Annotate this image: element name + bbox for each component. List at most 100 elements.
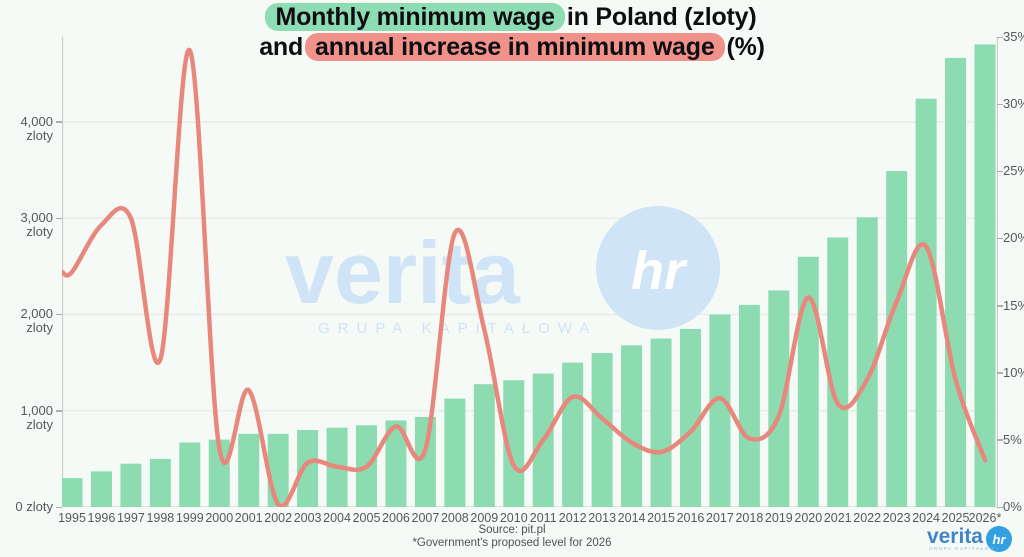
x-axis-label-2006: 2006 [382,511,410,525]
x-axis-label-2005: 2005 [352,511,381,525]
x-axis-label-2002: 2002 [264,511,293,525]
increase-line [62,48,988,507]
bar-2001 [238,433,260,507]
brand-logo-subtitle: GRUPA KAPITAŁOWA [928,546,1000,551]
x-axis-label-2017: 2017 [706,511,734,525]
x-axis-label-1998: 1998 [146,511,175,525]
x-axis-label-2009: 2009 [470,511,499,525]
bar-2024 [915,98,937,507]
watermark-hr-label: hr [631,241,688,301]
x-axis-label-1999: 1999 [175,511,204,525]
bar-2018 [738,304,760,507]
bar-2023 [886,171,908,507]
x-axis-label-2004: 2004 [323,511,351,525]
watermark-hr-icon [596,206,720,330]
right-axis-label-10: 10% [1003,364,1024,380]
bar-2003 [297,429,319,507]
bar-2006 [385,420,407,507]
left-axis-tick [56,506,62,508]
x-axis-label-2012: 2012 [558,511,587,525]
bar-2010 [503,380,525,507]
x-axis-label-2015: 2015 [647,511,675,525]
bar-2013 [591,352,613,507]
bar-2009 [473,384,495,507]
right-axis-label-20: 20% [1003,230,1024,246]
page-title: Monthly minimum wage in Poland (zloty) an… [0,2,1024,62]
bar-2002 [267,433,289,507]
x-axis-label-2018: 2018 [735,511,764,525]
bar-1997 [120,463,142,507]
right-axis-tick [997,36,1003,38]
left-axis-label-1000: 1,000 zloty [20,402,53,432]
x-axis-label-2021: 2021 [823,511,852,525]
x-axis-label-1996: 1996 [87,511,116,525]
right-axis-tick [997,439,1003,441]
bar-2025 [945,57,967,507]
left-axis-label-2000: 2,000 zloty [20,306,53,336]
left-axis-tick [56,410,62,412]
x-axis-label-2014: 2014 [617,511,646,525]
bar-2016 [679,328,701,507]
x-axis-label-2019: 2019 [764,511,793,525]
title-line-2: and annual increase in minimum wage (%) [0,32,1024,62]
right-axis-label-5: 5% [1003,431,1022,447]
bar-2015 [650,338,672,507]
watermark-brand-text: verita [285,223,521,322]
x-axis-label-2020: 2020 [794,511,823,525]
brand-logo: verita GRUPA KAPITAŁOWA hr [927,526,1012,552]
bar-2007 [414,416,436,507]
right-axis-label-0: 0% [1003,499,1022,514]
bar-1998 [149,458,171,507]
source-note: Source: pit.pl *Government's proposed le… [0,524,1024,550]
bar-2014 [621,345,643,507]
bar-2020 [797,256,819,507]
left-axis-label-4000: 4,000 zloty [20,113,53,143]
left-axis-tick [56,313,62,316]
x-axis-label-2023: 2023 [882,511,911,525]
title-highlight-increase: annual increase in minimum wage [305,33,725,61]
x-axis-label-2025: 2025 [941,511,970,525]
title-highlight-wage: Monthly minimum wage [265,3,565,31]
bar-2022 [856,217,878,507]
left-axis-label-3000: 3,000 zloty [20,210,53,240]
title-rest-1: in Poland (zloty) [566,3,757,31]
brand-logo-hr-icon: hr [986,526,1012,552]
bar-2008 [444,398,466,507]
x-axis-label-2003: 2003 [293,511,322,525]
watermark-subtitle: GRUPA KAPITAŁOWA [318,320,597,337]
bar-2017 [709,314,731,507]
bar-1995 [62,478,83,507]
right-axis-label-25: 25% [1003,163,1024,179]
left-axis-tick [56,217,62,220]
x-axis-label-2013: 2013 [588,511,617,525]
bar-1999 [179,442,201,507]
bar-2026* [974,44,996,507]
right-axis-tick [997,170,1003,173]
left-axis-label-0: 0 zloty [15,499,53,514]
x-axis-label-2024: 2024 [912,511,940,525]
title-line-1: Monthly minimum wage in Poland (zloty) [0,2,1024,32]
bar-2000 [208,439,230,507]
x-axis-label-1995: 1995 [58,511,86,525]
bar-2012 [562,362,584,507]
right-axis-label-30: 30% [1003,96,1024,112]
right-axis-label-15: 15% [1003,297,1024,313]
right-axis-label-35: 35% [1003,29,1024,44]
x-axis-label-2011: 2011 [529,511,557,525]
title-prefix-2: and [259,33,304,61]
right-axis-tick [997,372,1003,374]
right-axis-tick [997,237,1003,240]
right-axis-tick [997,506,1003,508]
x-axis-label-1997: 1997 [116,511,145,525]
x-axis-label-2001: 2001 [234,511,263,525]
x-axis-label-2007: 2007 [411,511,440,525]
source-line: Source: pit.pl [478,524,546,536]
brand-logo-text: verita [926,525,983,548]
footnote-line: *Government's proposed level for 2026 [412,537,612,549]
right-axis-tick [997,305,1003,307]
chart-plot-area: verita hr GRUPA KAPITAŁOWA [62,37,998,507]
right-axis-tick [997,103,1003,106]
bar-1996 [90,471,112,507]
bar-2019 [768,290,790,507]
